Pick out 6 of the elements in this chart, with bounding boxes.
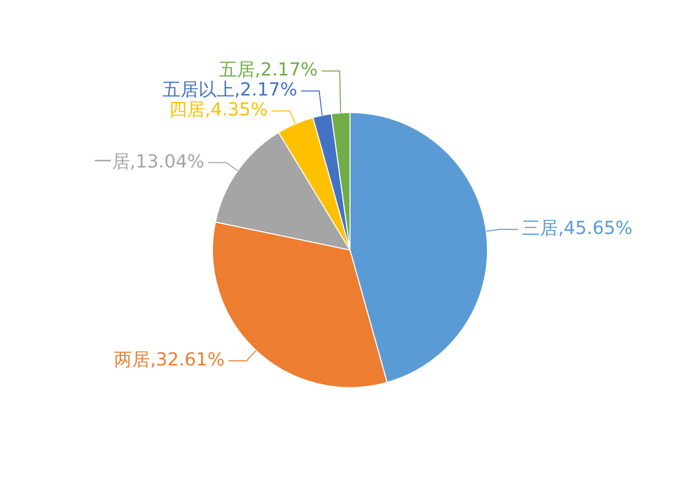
slice-label: 五居,2.17% (218, 60, 318, 81)
slice-label: 两居,32.61% (114, 349, 225, 370)
slice-label: 五居以上,2.17% (162, 80, 298, 101)
slice-label: 三居,45.65% (522, 218, 632, 240)
slice-label: 四居,4.35% (168, 100, 268, 121)
slice-label: 一居,13.04% (94, 151, 204, 172)
